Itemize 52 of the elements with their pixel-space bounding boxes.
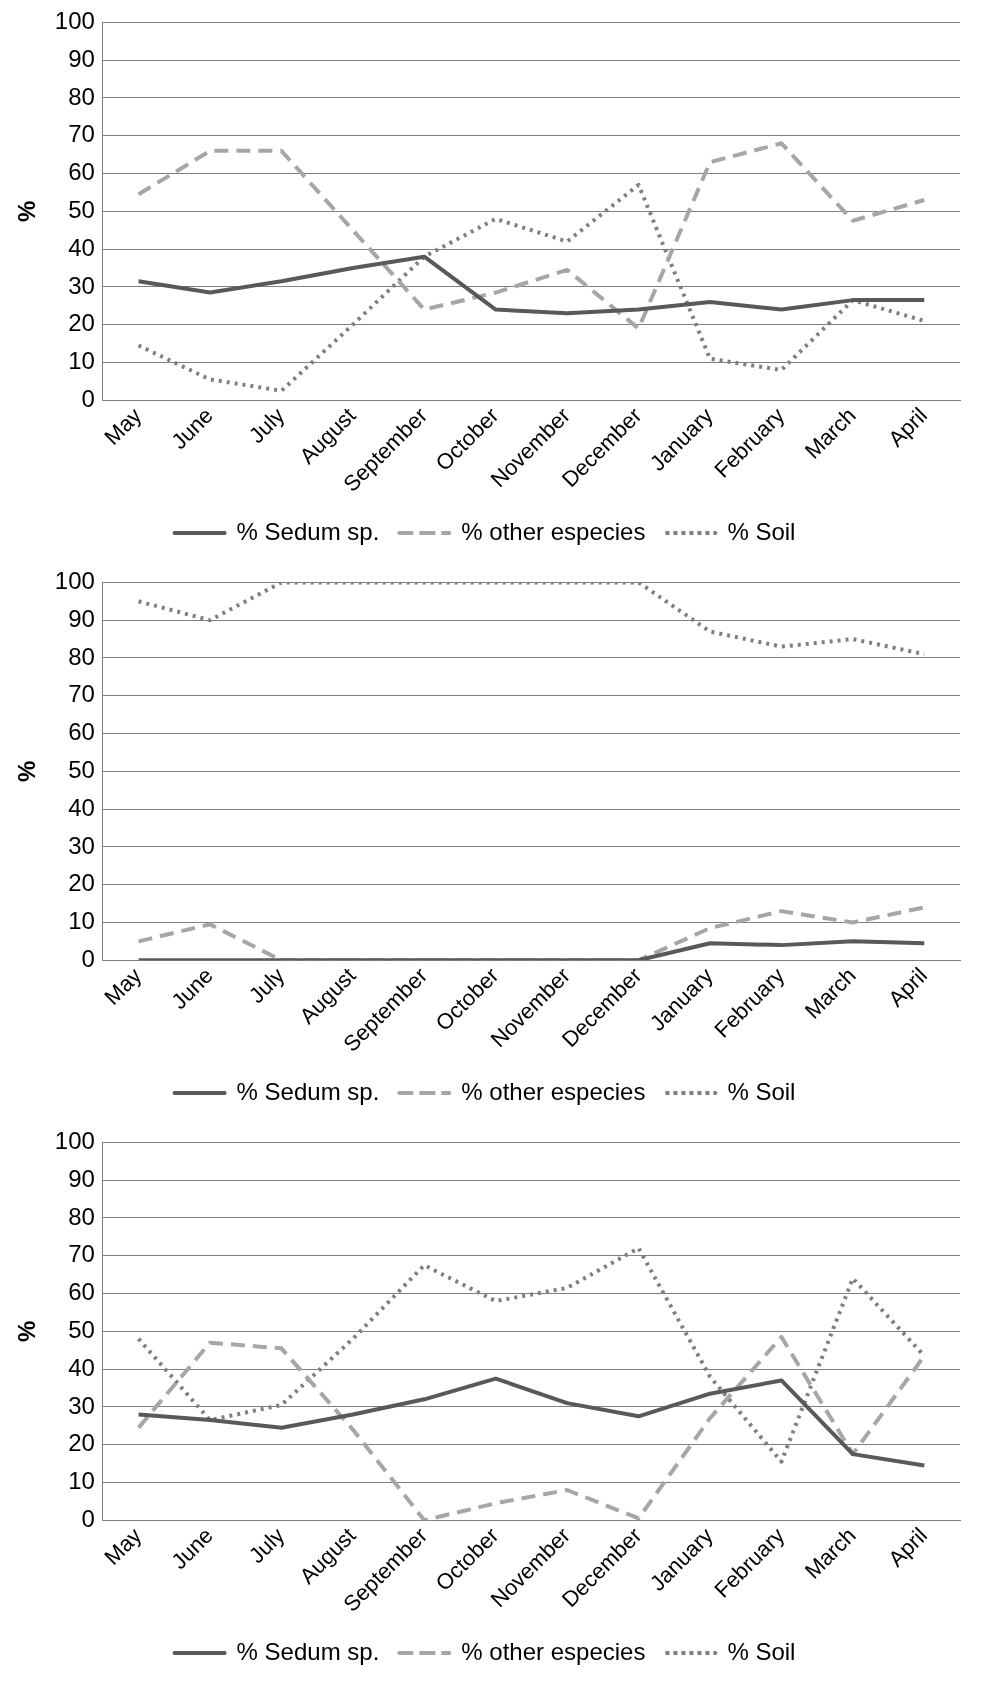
y-axis-title: % [13, 200, 41, 222]
y-tick-label: 10 [68, 347, 95, 375]
y-tick-label: 80 [68, 82, 95, 110]
x-tick-label: May [99, 402, 147, 450]
y-tick-label: 20 [68, 309, 95, 337]
x-tick-label: July [243, 1522, 290, 1569]
legend-label: % Soil [727, 1637, 796, 1665]
y-tick-label: 70 [68, 680, 95, 708]
x-tick-label: May [99, 962, 147, 1010]
x-tick-label: July [243, 402, 290, 449]
y-tick-label: 100 [54, 1127, 95, 1155]
y-tick-label: 50 [68, 755, 95, 783]
y-tick-label: 60 [68, 158, 95, 186]
legend-label: % Soil [727, 517, 796, 545]
y-tick-label: 90 [68, 604, 95, 632]
y-tick-label: 80 [68, 1202, 95, 1230]
legend-label: % Sedum sp. [236, 517, 380, 545]
legend-label: % other especies [461, 1637, 646, 1665]
legend-label: % other especies [461, 1077, 646, 1105]
legend-label: % Sedum sp. [236, 1077, 380, 1105]
y-tick-label: 10 [68, 1467, 95, 1495]
y-tick-label: 20 [68, 1429, 95, 1457]
legend-label: % Soil [727, 1077, 796, 1105]
y-tick-label: 30 [68, 271, 95, 299]
x-tick-label: July [243, 962, 290, 1009]
y-tick-label: 80 [68, 642, 95, 670]
x-tick-label: May [99, 1522, 147, 1570]
y-tick-label: 10 [68, 907, 95, 935]
y-tick-label: 30 [68, 1391, 95, 1419]
y-axis-title: % [13, 760, 41, 782]
y-tick-label: 100 [54, 567, 95, 595]
y-tick-label: 50 [68, 1315, 95, 1343]
y-tick-label: 70 [68, 1240, 95, 1268]
y-tick-label: 30 [68, 831, 95, 859]
y-tick-label: 0 [81, 944, 95, 972]
y-tick-label: 40 [68, 233, 95, 261]
y-tick-label: 70 [68, 120, 95, 148]
y-tick-label: 90 [68, 1164, 95, 1192]
y-tick-label: 0 [81, 384, 95, 412]
y-tick-label: 40 [68, 793, 95, 821]
y-axis-title: % [13, 1320, 41, 1342]
y-tick-label: 90 [68, 44, 95, 72]
y-tick-label: 100 [54, 7, 95, 35]
y-tick-label: 0 [81, 1504, 95, 1532]
legend-label: % other especies [461, 517, 646, 545]
legend-label: % Sedum sp. [236, 1637, 380, 1665]
y-tick-label: 50 [68, 195, 95, 223]
y-tick-label: 40 [68, 1353, 95, 1381]
y-tick-label: 60 [68, 718, 95, 746]
y-tick-label: 20 [68, 869, 95, 897]
line-series [136, 141, 927, 331]
y-tick-label: 60 [68, 1278, 95, 1306]
